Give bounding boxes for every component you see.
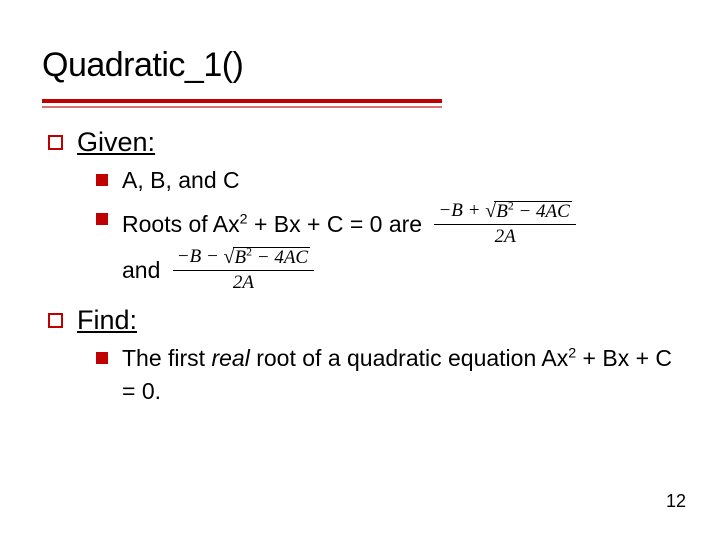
sqrt-2: √B2 − 4AC bbox=[224, 247, 311, 268]
given-heading: Given: bbox=[48, 127, 678, 158]
filled-square-bullet bbox=[96, 352, 108, 364]
sqrt-1: √B2 − 4AC bbox=[485, 201, 572, 222]
roots-text-pre: Roots of Ax bbox=[122, 211, 240, 237]
roots-text-mid: + Bx + C = 0 are bbox=[248, 211, 423, 237]
given-item-2: Roots of Ax2 + Bx + C = 0 are −B + √B2 −… bbox=[96, 203, 678, 295]
title-underline bbox=[42, 99, 442, 105]
f2-rad-b: B bbox=[235, 247, 247, 268]
given-item-2-text: Roots of Ax2 + Bx + C = 0 are −B + √B2 −… bbox=[122, 203, 576, 295]
content-area: Given: A, B, and C Roots of Ax2 + Bx + C… bbox=[42, 127, 678, 409]
formula-2: −B − √B2 − 4AC 2A bbox=[173, 247, 314, 293]
find-label: Find: bbox=[77, 305, 137, 336]
f2-rad-tail: − 4AC bbox=[252, 247, 308, 268]
find-text-real: real bbox=[211, 345, 249, 371]
roots-and: and bbox=[122, 257, 160, 283]
superscript-2: 2 bbox=[568, 345, 576, 361]
f2-num-lead: −B − bbox=[177, 246, 224, 267]
filled-square-bullet bbox=[96, 174, 108, 186]
f1-num-lead: −B + bbox=[438, 200, 485, 221]
find-heading: Find: bbox=[48, 305, 678, 336]
hollow-square-bullet bbox=[48, 135, 63, 150]
find-item-1: The first real root of a quadratic equat… bbox=[96, 342, 678, 409]
page-number: 12 bbox=[666, 491, 686, 512]
f1-den: 2A bbox=[434, 225, 575, 247]
f1-rad-b: B bbox=[496, 201, 508, 222]
given-item-1-text: A, B, and C bbox=[122, 164, 240, 197]
given-item-1: A, B, and C bbox=[96, 164, 678, 197]
given-label: Given: bbox=[77, 127, 155, 158]
hollow-square-bullet bbox=[48, 313, 63, 328]
f2-den: 2A bbox=[173, 271, 314, 293]
find-text-pre: The first bbox=[122, 345, 211, 371]
filled-square-bullet bbox=[96, 213, 108, 225]
find-item-1-text: The first real root of a quadratic equat… bbox=[122, 342, 678, 409]
slide-title: Quadratic_1() bbox=[42, 46, 678, 85]
superscript-2: 2 bbox=[240, 212, 248, 228]
find-text-mid: root of a quadratic equation Ax bbox=[250, 345, 568, 371]
f1-rad-tail: − 4AC bbox=[514, 201, 570, 222]
formula-1: −B + √B2 − 4AC 2A bbox=[434, 201, 575, 247]
